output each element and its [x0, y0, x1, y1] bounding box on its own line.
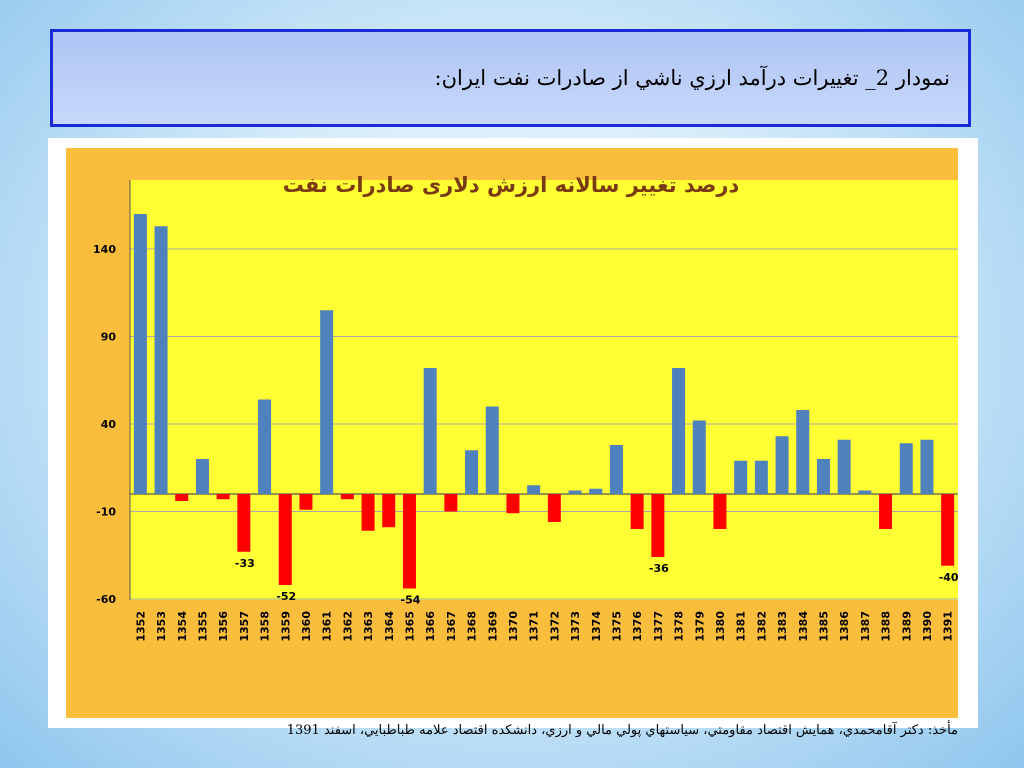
bar-1390 — [920, 439, 934, 494]
title-box: نمودار 2_ تغييرات درآمد ارزي ناشي از صاد… — [50, 29, 971, 127]
bar-1388 — [879, 494, 893, 529]
x-tick-label: 1385 — [817, 611, 830, 642]
bar-1374 — [589, 488, 603, 494]
bar-1375 — [609, 445, 623, 494]
x-tick-label: 1380 — [714, 611, 727, 642]
x-tick-label: 1359 — [279, 611, 292, 642]
slide-title: نمودار 2_ تغييرات درآمد ارزي ناشي از صاد… — [434, 66, 950, 90]
y-tick-label: -60 — [96, 593, 116, 606]
x-tick-label: 1364 — [383, 611, 396, 642]
x-tick-label: 1353 — [155, 611, 168, 642]
bar-chart: -33 -52 -54 -36 -40 1352 1353 1354 1355 1356 1357… — [66, 148, 959, 718]
bar-1361 — [320, 310, 334, 494]
x-tick-label: 1361 — [321, 611, 334, 642]
bar-1359 — [278, 494, 292, 585]
x-tick-label: 1362 — [341, 611, 354, 642]
data-label: -52 — [276, 590, 296, 603]
bar-1389 — [899, 443, 913, 494]
bar-1391 — [941, 494, 955, 566]
x-tick-label: 1376 — [631, 611, 644, 642]
x-tick-label: 1370 — [507, 611, 520, 642]
bar-1381 — [734, 460, 748, 494]
x-tick-label: 1373 — [569, 611, 582, 642]
bar-1367 — [444, 494, 458, 512]
x-tick-label: 1384 — [797, 611, 810, 642]
chart-frame: -33 -52 -54 -36 -40 1352 1353 1354 1355 1356 1357… — [48, 138, 978, 728]
y-tick-label: 140 — [93, 243, 116, 256]
x-tick-label: 1358 — [259, 611, 272, 642]
bar-1380 — [713, 494, 727, 529]
x-tick-label: 1355 — [196, 611, 209, 642]
bar-1352 — [133, 214, 147, 494]
bar-1387 — [858, 490, 872, 494]
bar-1386 — [837, 439, 851, 494]
bar-1356 — [216, 494, 230, 500]
x-tick-label: 1386 — [838, 611, 851, 642]
chart-title: درصد تغيير سالانه ارزش دلاری صادرات نفت — [283, 173, 740, 197]
bar-1369 — [485, 406, 499, 494]
x-tick-label: 1365 — [403, 611, 416, 642]
bar-1354 — [175, 494, 189, 501]
x-tick-label: 1381 — [735, 611, 748, 642]
bar-1360 — [299, 494, 313, 510]
bar-1366 — [423, 368, 437, 494]
source-note: مأخذ: دکتر آقامحمدي، همايش اقتصاد مقاومت… — [286, 723, 958, 738]
bar-1355 — [195, 459, 209, 494]
x-tick-label: 1374 — [590, 611, 603, 642]
x-tick-label: 1352 — [134, 611, 147, 642]
bar-1357 — [237, 494, 251, 552]
bar-1353 — [154, 226, 168, 494]
x-tick-label: 1372 — [548, 611, 561, 642]
x-tick-label: 1391 — [942, 611, 955, 642]
x-tick-label: 1375 — [610, 611, 623, 642]
x-tick-label: 1367 — [445, 611, 458, 642]
x-tick-label: 1383 — [776, 611, 789, 642]
bar-1368 — [465, 450, 479, 494]
x-tick-label: 1360 — [300, 611, 313, 642]
bar-1378 — [672, 368, 686, 494]
x-tick-label: 1357 — [238, 611, 251, 642]
bar-1379 — [692, 420, 706, 494]
data-label: -40 — [939, 571, 959, 584]
x-tick-label: 1354 — [176, 611, 189, 642]
x-tick-label: 1390 — [921, 611, 934, 642]
data-label: -54 — [401, 594, 421, 607]
y-tick-label: 90 — [101, 331, 117, 344]
x-tick-label: 1371 — [528, 611, 541, 642]
bar-1377 — [651, 494, 665, 557]
bar-1364 — [382, 494, 396, 528]
bar-1384 — [796, 410, 810, 494]
x-tick-label: 1377 — [652, 611, 665, 642]
x-tick-label: 1356 — [217, 611, 230, 642]
bar-1376 — [630, 494, 644, 529]
x-tick-label: 1387 — [859, 611, 872, 642]
bar-1370 — [506, 494, 520, 514]
x-tick-label: 1379 — [693, 611, 706, 642]
bar-1363 — [361, 494, 375, 531]
bar-1358 — [258, 399, 272, 494]
y-tick-label: -10 — [96, 506, 116, 519]
x-tick-label: 1382 — [755, 611, 768, 642]
x-tick-label: 1369 — [486, 611, 499, 642]
data-label: -36 — [649, 562, 669, 575]
plot-area — [130, 180, 958, 600]
x-tick-label: 1378 — [673, 611, 686, 642]
data-label: -33 — [235, 557, 255, 570]
bar-1362 — [340, 494, 354, 500]
bar-1365 — [402, 494, 416, 589]
x-tick-label: 1389 — [900, 611, 913, 642]
bar-1372 — [547, 494, 561, 522]
bar-1385 — [816, 459, 830, 494]
bar-1382 — [754, 460, 768, 494]
x-tick-label: 1363 — [362, 611, 375, 642]
y-tick-label: 40 — [101, 418, 117, 431]
bar-1373 — [568, 490, 582, 494]
bar-1371 — [527, 485, 541, 494]
x-tick-label: 1366 — [424, 611, 437, 642]
x-tick-label: 1368 — [466, 611, 479, 642]
x-tick-label: 1388 — [880, 611, 893, 642]
bar-1383 — [775, 436, 789, 494]
